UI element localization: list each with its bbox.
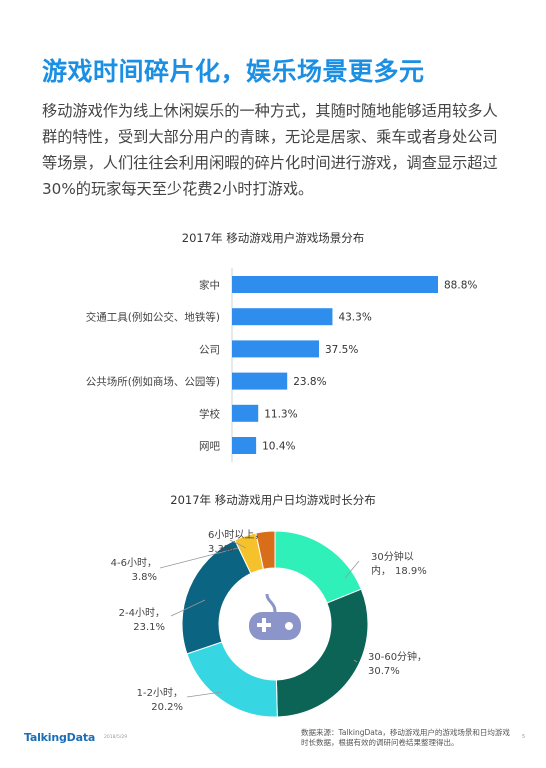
donut-slice [181, 539, 252, 655]
label-leader-line [186, 691, 223, 698]
donut-label: 2-4小时， [119, 607, 165, 619]
donut-value-label: 20.2% [151, 702, 183, 713]
label-leader-line [170, 599, 206, 617]
bar-category-label: 网吧 [199, 441, 220, 453]
label-leader-line [353, 659, 358, 663]
donut-label: 4-6小时， [111, 557, 157, 569]
bar [232, 276, 438, 293]
bar-value-label: 43.3% [338, 312, 371, 324]
footer-source-note: 数据来源：TalkingData，移动游戏用户的游戏场景和日均游戏时长数据，根据… [301, 728, 510, 747]
donut-label: 30-60分钟， [368, 650, 427, 663]
bar [232, 437, 257, 454]
bar [232, 372, 288, 390]
donut-value-label: 3.3% [208, 544, 233, 555]
bar [232, 340, 319, 358]
bar-category-label: 交通工具(例如公交、地铁等) [86, 311, 220, 324]
label-leader-line [344, 560, 360, 579]
bar-category-label: 公共场所(例如商场、公园等) [86, 375, 220, 388]
donut-slice [275, 588, 369, 718]
duration-chart-title: 2017年 移动游戏用户日均游戏时长分布 [170, 493, 376, 507]
intro-paragraph: 移动游戏作为线上休闲娱乐的一种方式，其随时随地能够适用较多人群的特性，受到大部分… [42, 102, 498, 198]
donut-label: 内， [371, 564, 391, 577]
bar-category-label: 学校 [199, 407, 220, 420]
donut-value-label: 18.9% [395, 566, 427, 577]
bar-category-label: 公司 [199, 344, 220, 356]
donut-value-label: 3.8% [132, 572, 157, 583]
bar-category-label: 家中 [199, 279, 220, 292]
page-number: 5 [522, 734, 526, 740]
page-title: 游戏时间碎片化，娱乐场景更多元 [42, 57, 425, 86]
label-leader-line [159, 547, 239, 569]
scene-chart-title: 2017年 移动游戏用户游戏场景分布 [181, 231, 365, 245]
bar-value-label: 10.4% [262, 441, 295, 453]
donut-slice [186, 641, 278, 718]
label-leader-line [229, 539, 247, 549]
donut-slice [255, 530, 276, 570]
footer-date: 2018/5/29 [104, 735, 128, 740]
donut-value-label: 23.1% [133, 622, 165, 633]
bar-value-label: 23.8% [293, 376, 326, 388]
bar-value-label: 88.8% [444, 280, 477, 292]
donut-label: 30分钟以 [371, 550, 414, 563]
bar-value-label: 11.3% [264, 408, 297, 420]
donut-slice [274, 530, 362, 604]
donut-label: 1-2小时， [137, 687, 183, 699]
bar-value-label: 37.5% [325, 344, 358, 356]
donut-label: 6小时以上， [208, 529, 264, 541]
donut-value-label: 30.7% [368, 666, 400, 677]
bar [232, 404, 259, 422]
talkingdata-logo: TalkingData [24, 731, 96, 744]
bar [232, 308, 333, 326]
gamepad-icon [249, 593, 301, 640]
